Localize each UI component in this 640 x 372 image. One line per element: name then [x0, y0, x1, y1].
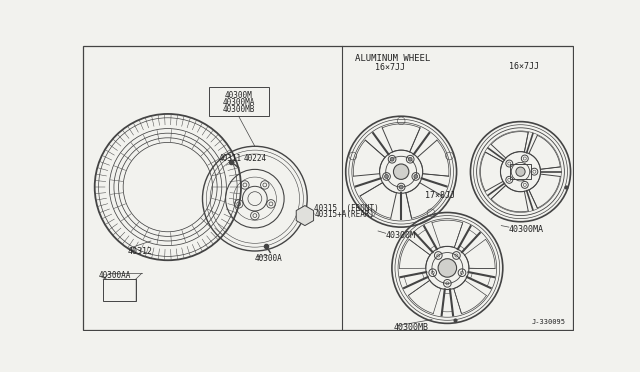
Bar	[509, 164, 531, 179]
Text: 16×7JJ: 16×7JJ	[509, 62, 540, 71]
Circle shape	[438, 259, 456, 277]
Text: 40311: 40311	[219, 154, 242, 163]
Circle shape	[516, 167, 525, 176]
Text: 40300MA: 40300MA	[223, 98, 255, 107]
Text: 40315  (FRONT): 40315 (FRONT)	[314, 204, 379, 213]
Polygon shape	[296, 206, 314, 225]
Circle shape	[394, 164, 409, 179]
Circle shape	[414, 174, 418, 178]
Circle shape	[385, 174, 388, 178]
Text: J-330095: J-330095	[531, 319, 565, 325]
Text: 40300MB: 40300MB	[394, 324, 428, 333]
Text: 17×8JJ: 17×8JJ	[425, 191, 454, 200]
Circle shape	[399, 185, 403, 189]
Text: 40300M: 40300M	[386, 231, 416, 240]
Text: 40300AA: 40300AA	[99, 271, 131, 280]
Text: 40300A: 40300A	[255, 254, 283, 263]
Circle shape	[390, 157, 394, 161]
Text: ALUMINUM WHEEL: ALUMINUM WHEEL	[355, 54, 430, 63]
Bar	[209, 87, 269, 116]
Text: 16×7JJ: 16×7JJ	[374, 63, 404, 72]
Circle shape	[408, 157, 412, 161]
Text: 40312: 40312	[128, 247, 153, 256]
Bar	[103, 279, 136, 301]
Text: 40224: 40224	[243, 154, 266, 163]
Text: 40300MA: 40300MA	[509, 225, 544, 234]
Text: 40300MB: 40300MB	[223, 105, 255, 114]
Text: 40315+A(REAR): 40315+A(REAR)	[314, 210, 374, 219]
Text: 40300M: 40300M	[225, 91, 253, 100]
